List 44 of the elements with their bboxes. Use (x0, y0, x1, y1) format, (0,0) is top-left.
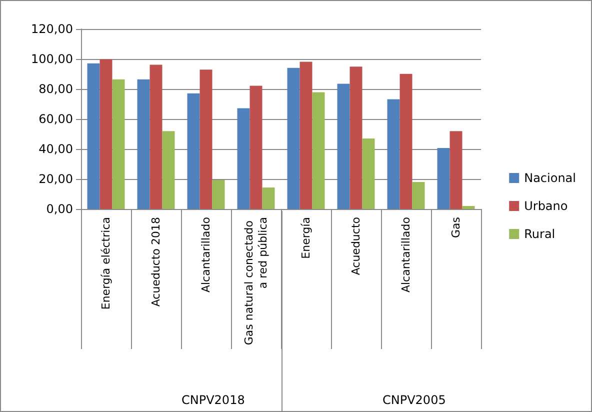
bar (262, 188, 275, 209)
text: CNPV2005 (382, 393, 446, 407)
x-tick-label: Alcantarillado (400, 216, 412, 293)
bar (162, 131, 175, 209)
bar (200, 70, 212, 209)
y-tick-label: 120,00 (31, 22, 73, 36)
bar (400, 74, 412, 209)
x-tick-label: Gas natural conectado a red pública (242, 217, 270, 346)
legend-label: Rural (524, 227, 556, 241)
bar (362, 138, 375, 209)
text: CNPV2018 (182, 393, 245, 407)
bar (462, 206, 475, 209)
x-tick-label: Acueducto 2018 (150, 217, 162, 307)
x-tick-label: Energía (300, 217, 312, 259)
legend-label: Nacional (524, 171, 576, 185)
bar (450, 131, 462, 209)
x-tick-label: Acueducto (350, 216, 362, 276)
bar (250, 86, 262, 209)
x-tick-label: Energía eléctrica (100, 217, 112, 310)
bar (100, 59, 112, 209)
bar (187, 93, 200, 209)
bar (112, 79, 125, 209)
bar (387, 99, 400, 209)
bar (150, 64, 162, 209)
y-tick-label: 40,00 (38, 142, 73, 156)
bar (312, 92, 325, 209)
y-tick-label: 60,00 (38, 112, 73, 126)
bar (337, 84, 350, 209)
bar (350, 66, 362, 209)
y-tick-label: 0,00 (46, 202, 73, 216)
bar (412, 182, 425, 209)
y-tick-label: 20,00 (38, 172, 73, 186)
y-tick-label: 100,00 (31, 52, 73, 66)
bar (300, 62, 312, 209)
x-tick-label: Alcantarillado (200, 216, 212, 293)
bar (212, 180, 225, 209)
bar (137, 79, 150, 209)
bar (287, 68, 300, 209)
y-tick-label: 80,00 (38, 82, 73, 96)
bar (437, 148, 450, 209)
legend-label: Urbano (524, 199, 568, 213)
x-tick-label: Gas (450, 216, 462, 238)
bar (237, 108, 250, 209)
bar (87, 63, 100, 209)
